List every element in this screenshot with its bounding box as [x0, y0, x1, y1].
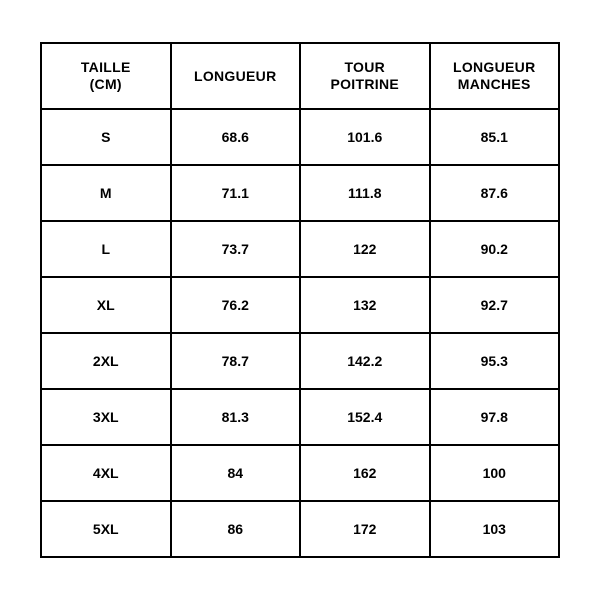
table-row: 2XL78.7142.295.3 [41, 333, 559, 389]
cell-taille: XL [41, 277, 171, 333]
size-table-body: S68.6101.685.1M71.1111.887.6L73.712290.2… [41, 109, 559, 557]
cell-taille: L [41, 221, 171, 277]
cell-longueur-manches: 103 [430, 501, 560, 557]
cell-longueur-manches: 90.2 [430, 221, 560, 277]
col-header-longueur-label: LONGUEUR [194, 68, 277, 84]
cell-tour-poitrine: 172 [300, 501, 430, 557]
size-table: TAILLE (CM) LONGUEUR TOUR POITRINE LONGU… [40, 42, 560, 558]
cell-taille: 4XL [41, 445, 171, 501]
cell-longueur: 73.7 [171, 221, 301, 277]
cell-taille: 3XL [41, 389, 171, 445]
cell-taille: 5XL [41, 501, 171, 557]
cell-tour-poitrine: 132 [300, 277, 430, 333]
cell-taille: 2XL [41, 333, 171, 389]
cell-longueur: 86 [171, 501, 301, 557]
table-row: XL76.213292.7 [41, 277, 559, 333]
size-table-head: TAILLE (CM) LONGUEUR TOUR POITRINE LONGU… [41, 43, 559, 109]
cell-longueur: 84 [171, 445, 301, 501]
header-row: TAILLE (CM) LONGUEUR TOUR POITRINE LONGU… [41, 43, 559, 109]
table-row: M71.1111.887.6 [41, 165, 559, 221]
col-header-longueur: LONGUEUR [171, 43, 301, 109]
cell-longueur: 78.7 [171, 333, 301, 389]
cell-tour-poitrine: 101.6 [300, 109, 430, 165]
cell-tour-poitrine: 162 [300, 445, 430, 501]
table-row: 3XL81.3152.497.8 [41, 389, 559, 445]
cell-taille: M [41, 165, 171, 221]
table-row: 5XL86172103 [41, 501, 559, 557]
cell-taille: S [41, 109, 171, 165]
cell-longueur-manches: 100 [430, 445, 560, 501]
col-header-tour-poitrine: TOUR POITRINE [300, 43, 430, 109]
size-table-wrapper: TAILLE (CM) LONGUEUR TOUR POITRINE LONGU… [40, 42, 560, 558]
table-row: 4XL84162100 [41, 445, 559, 501]
cell-tour-poitrine: 142.2 [300, 333, 430, 389]
table-row: L73.712290.2 [41, 221, 559, 277]
cell-tour-poitrine: 122 [300, 221, 430, 277]
cell-longueur-manches: 92.7 [430, 277, 560, 333]
col-header-manches-line2: MANCHES [458, 76, 531, 92]
cell-longueur: 81.3 [171, 389, 301, 445]
cell-longueur: 71.1 [171, 165, 301, 221]
cell-longueur: 76.2 [171, 277, 301, 333]
cell-longueur-manches: 87.6 [430, 165, 560, 221]
cell-longueur-manches: 85.1 [430, 109, 560, 165]
cell-tour-poitrine: 111.8 [300, 165, 430, 221]
cell-longueur-manches: 97.8 [430, 389, 560, 445]
col-header-taille: TAILLE (CM) [41, 43, 171, 109]
col-header-tour-line2: POITRINE [330, 76, 399, 92]
table-row: S68.6101.685.1 [41, 109, 559, 165]
col-header-tour-line1: TOUR [344, 59, 385, 75]
col-header-taille-line1: TAILLE [81, 59, 131, 75]
col-header-manches: LONGUEUR MANCHES [430, 43, 560, 109]
cell-tour-poitrine: 152.4 [300, 389, 430, 445]
cell-longueur-manches: 95.3 [430, 333, 560, 389]
col-header-manches-line1: LONGUEUR [453, 59, 536, 75]
col-header-taille-line2: (CM) [90, 76, 122, 92]
cell-longueur: 68.6 [171, 109, 301, 165]
